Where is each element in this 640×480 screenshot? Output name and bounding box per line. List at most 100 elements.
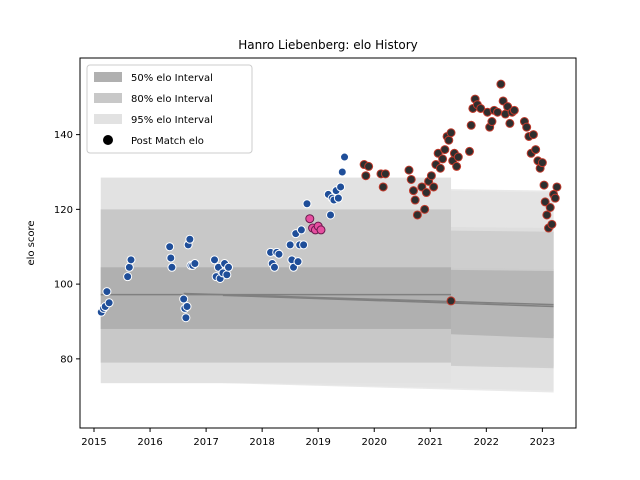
- data-point-late-24: [446, 128, 456, 138]
- data-point-early-10: [167, 262, 177, 272]
- data-point-late-28: [452, 161, 462, 171]
- data-point-early-8: [165, 242, 175, 252]
- legend-label-1: 80% elo Interval: [131, 94, 213, 105]
- data-point-early-7: [126, 255, 136, 265]
- x-tick-label-2017: 2017: [193, 437, 218, 448]
- x-tick-label-2019: 2019: [305, 437, 330, 448]
- data-point-early-40: [299, 240, 309, 250]
- data-point-late-25: [446, 296, 456, 306]
- data-point-early-49: [337, 167, 347, 177]
- x-tick-label-2023: 2023: [530, 437, 555, 448]
- data-point-late-62: [547, 219, 557, 229]
- y-axis: 80 100 120 140: [54, 130, 80, 365]
- data-point-late-13: [421, 188, 431, 198]
- data-point-early-3: [102, 287, 112, 297]
- data-point-late-2: [364, 161, 374, 171]
- data-point-late-59: [542, 210, 552, 220]
- data-point-late-57: [539, 180, 549, 190]
- data-point-late-8: [408, 186, 418, 196]
- data-point-late-9: [410, 195, 420, 205]
- data-point-early-33: [285, 240, 295, 250]
- data-point-early-11: [179, 294, 189, 304]
- legend-swatch-0: [94, 72, 122, 82]
- y-tick-label-80: 80: [60, 354, 73, 365]
- data-point-early-41: [302, 199, 312, 209]
- data-point-late-4: [378, 182, 388, 192]
- data-point-late-61: [545, 202, 555, 212]
- interval-bands: [100, 177, 554, 393]
- legend-label-2: 95% elo Interval: [131, 115, 213, 126]
- x-tick-label-2022: 2022: [474, 437, 499, 448]
- data-point-late-29: [453, 152, 463, 162]
- data-point-early-48: [336, 182, 346, 192]
- x-tick-label-2016: 2016: [137, 437, 162, 448]
- data-point-late-45: [505, 118, 515, 128]
- data-point-early-27: [224, 262, 234, 272]
- x-tick-label-2015: 2015: [81, 437, 106, 448]
- data-point-early-37: [293, 257, 303, 267]
- data-point-early-26: [222, 270, 232, 280]
- data-point-late-41: [496, 79, 506, 89]
- data-point-late-6: [404, 165, 414, 175]
- data-point-early-47: [333, 193, 343, 203]
- data-point-late-19: [435, 163, 445, 173]
- data-point-late-47: [509, 105, 519, 115]
- plot-frame: [79, 57, 577, 429]
- chart-title: Hanro Liebenberg: elo History: [238, 38, 418, 52]
- x-axis: 2015 2016 2017 2018 2019 2020 2021 2022 2023: [81, 428, 555, 448]
- data-points: [96, 79, 562, 323]
- data-point-late-7: [406, 174, 416, 184]
- y-tick-label-100: 100: [54, 280, 73, 291]
- data-point-late-65: [552, 182, 562, 192]
- median-lines: [100, 292, 554, 308]
- data-point-early-30: [269, 262, 279, 272]
- data-point-early-9: [166, 253, 176, 263]
- data-point-early-5: [123, 272, 133, 282]
- legend-label-3: Post Match elo: [131, 136, 204, 147]
- data-point-late-16: [429, 182, 439, 192]
- data-point-early-14: [182, 302, 192, 312]
- data-point-early-20: [210, 255, 220, 265]
- data-point-late-52: [528, 130, 538, 140]
- data-point-late-40: [493, 107, 503, 117]
- data-point-early-6: [124, 262, 134, 272]
- x-tick-label-2018: 2018: [249, 437, 274, 448]
- x-tick-label-2021: 2021: [418, 437, 443, 448]
- legend-label-0: 50% elo Interval: [131, 73, 213, 84]
- legend-box: [86, 64, 253, 154]
- data-point-late-38: [487, 117, 497, 127]
- interval-band-p50-primary: [100, 267, 452, 329]
- data-point-early-19: [190, 259, 200, 269]
- data-point-early-50: [340, 152, 350, 162]
- data-point-late-23: [444, 135, 454, 145]
- data-point-early-43: [326, 210, 336, 220]
- data-point-early-13: [181, 313, 191, 323]
- data-point-late-31: [466, 120, 476, 130]
- data-point-late-20: [438, 154, 448, 164]
- data-point-late-56: [537, 158, 547, 168]
- data-point-late-10: [412, 210, 422, 220]
- y-tick-label-140: 140: [54, 130, 73, 141]
- legend-marker-3: [103, 135, 113, 145]
- data-point-late-49: [522, 122, 532, 132]
- data-point-early-4: [104, 298, 114, 308]
- median-line-branch-1: [222, 294, 554, 308]
- data-point-late-12: [420, 204, 430, 214]
- data-point-early-16: [185, 234, 195, 244]
- data-point-late-1: [361, 171, 371, 181]
- data-point-late-5: [380, 169, 390, 179]
- x-tick-label-2020: 2020: [362, 437, 387, 448]
- data-point-early-39: [296, 225, 306, 235]
- legend-swatch-1: [94, 93, 122, 103]
- data-point-late-15: [426, 171, 436, 181]
- data-point-late-64: [550, 193, 560, 203]
- data-point-late-35: [476, 103, 486, 113]
- data-point-late-53: [531, 145, 541, 155]
- data-point-early-32: [274, 249, 284, 259]
- data-point-late-58: [540, 197, 550, 207]
- data-point-mid-4: [316, 225, 326, 235]
- legend: 50% elo Interval 80% elo Interval 95% elo …: [86, 64, 253, 154]
- data-point-late-30: [465, 146, 475, 156]
- y-tick-label-120: 120: [54, 205, 73, 216]
